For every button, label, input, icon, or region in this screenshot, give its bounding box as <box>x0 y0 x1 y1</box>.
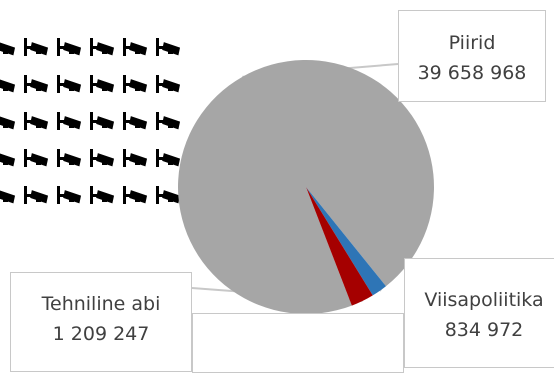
slice-value-tehniline-abi: 1 209 247 <box>52 323 150 345</box>
surveillance-camera-icon <box>156 149 181 167</box>
callout-empty <box>192 313 404 373</box>
surveillance-camera-icon <box>0 42 16 56</box>
pie-slice-piirid <box>178 60 434 315</box>
surveillance-camera-icon <box>90 112 115 130</box>
surveillance-camera-icon <box>0 116 16 130</box>
surveillance-camera-icon <box>0 190 16 204</box>
callout-piirid: Piirid 39 658 968 <box>398 10 546 102</box>
surveillance-camera-icon <box>0 79 16 93</box>
camera-icon-grid <box>0 38 181 204</box>
surveillance-camera-icon <box>123 75 148 93</box>
surveillance-camera-icon <box>57 75 82 93</box>
surveillance-camera-icon <box>156 75 181 93</box>
surveillance-camera-icon <box>90 75 115 93</box>
surveillance-camera-icon <box>24 38 49 56</box>
surveillance-camera-icon <box>57 149 82 167</box>
surveillance-camera-icon <box>24 186 49 204</box>
surveillance-camera-icon <box>24 112 49 130</box>
surveillance-camera-icon <box>156 186 181 204</box>
surveillance-camera-icon <box>57 112 82 130</box>
slice-value-viisapoliitika: 834 972 <box>444 319 524 341</box>
surveillance-camera-icon <box>90 186 115 204</box>
callout-viisapoliitika: Viisapoliitika 834 972 <box>404 258 554 368</box>
callout-tehniline-abi: Tehniline abi 1 209 247 <box>10 272 192 372</box>
pie-slice-viisapoliitika <box>306 187 386 296</box>
surveillance-camera-icon <box>90 149 115 167</box>
surveillance-camera-icon <box>156 38 181 56</box>
surveillance-camera-icon <box>24 75 49 93</box>
surveillance-camera-icon <box>0 153 16 167</box>
surveillance-camera-icon <box>24 149 49 167</box>
slice-label-viisapoliitika: Viisapoliitika <box>424 289 544 311</box>
slice-label-piirid: Piirid <box>448 32 496 54</box>
surveillance-camera-icon <box>57 186 82 204</box>
surveillance-camera-icon <box>90 38 115 56</box>
surveillance-camera-icon <box>123 149 148 167</box>
surveillance-camera-icon <box>156 112 181 130</box>
surveillance-camera-icon <box>123 186 148 204</box>
slice-label-tehniline-abi: Tehniline abi <box>41 293 161 315</box>
surveillance-camera-icon <box>123 38 148 56</box>
slice-value-piirid: 39 658 968 <box>417 62 527 84</box>
surveillance-camera-icon <box>57 38 82 56</box>
pie-slice-tehniline-abi <box>306 187 373 306</box>
pie-chart <box>178 60 434 315</box>
surveillance-camera-icon <box>123 112 148 130</box>
